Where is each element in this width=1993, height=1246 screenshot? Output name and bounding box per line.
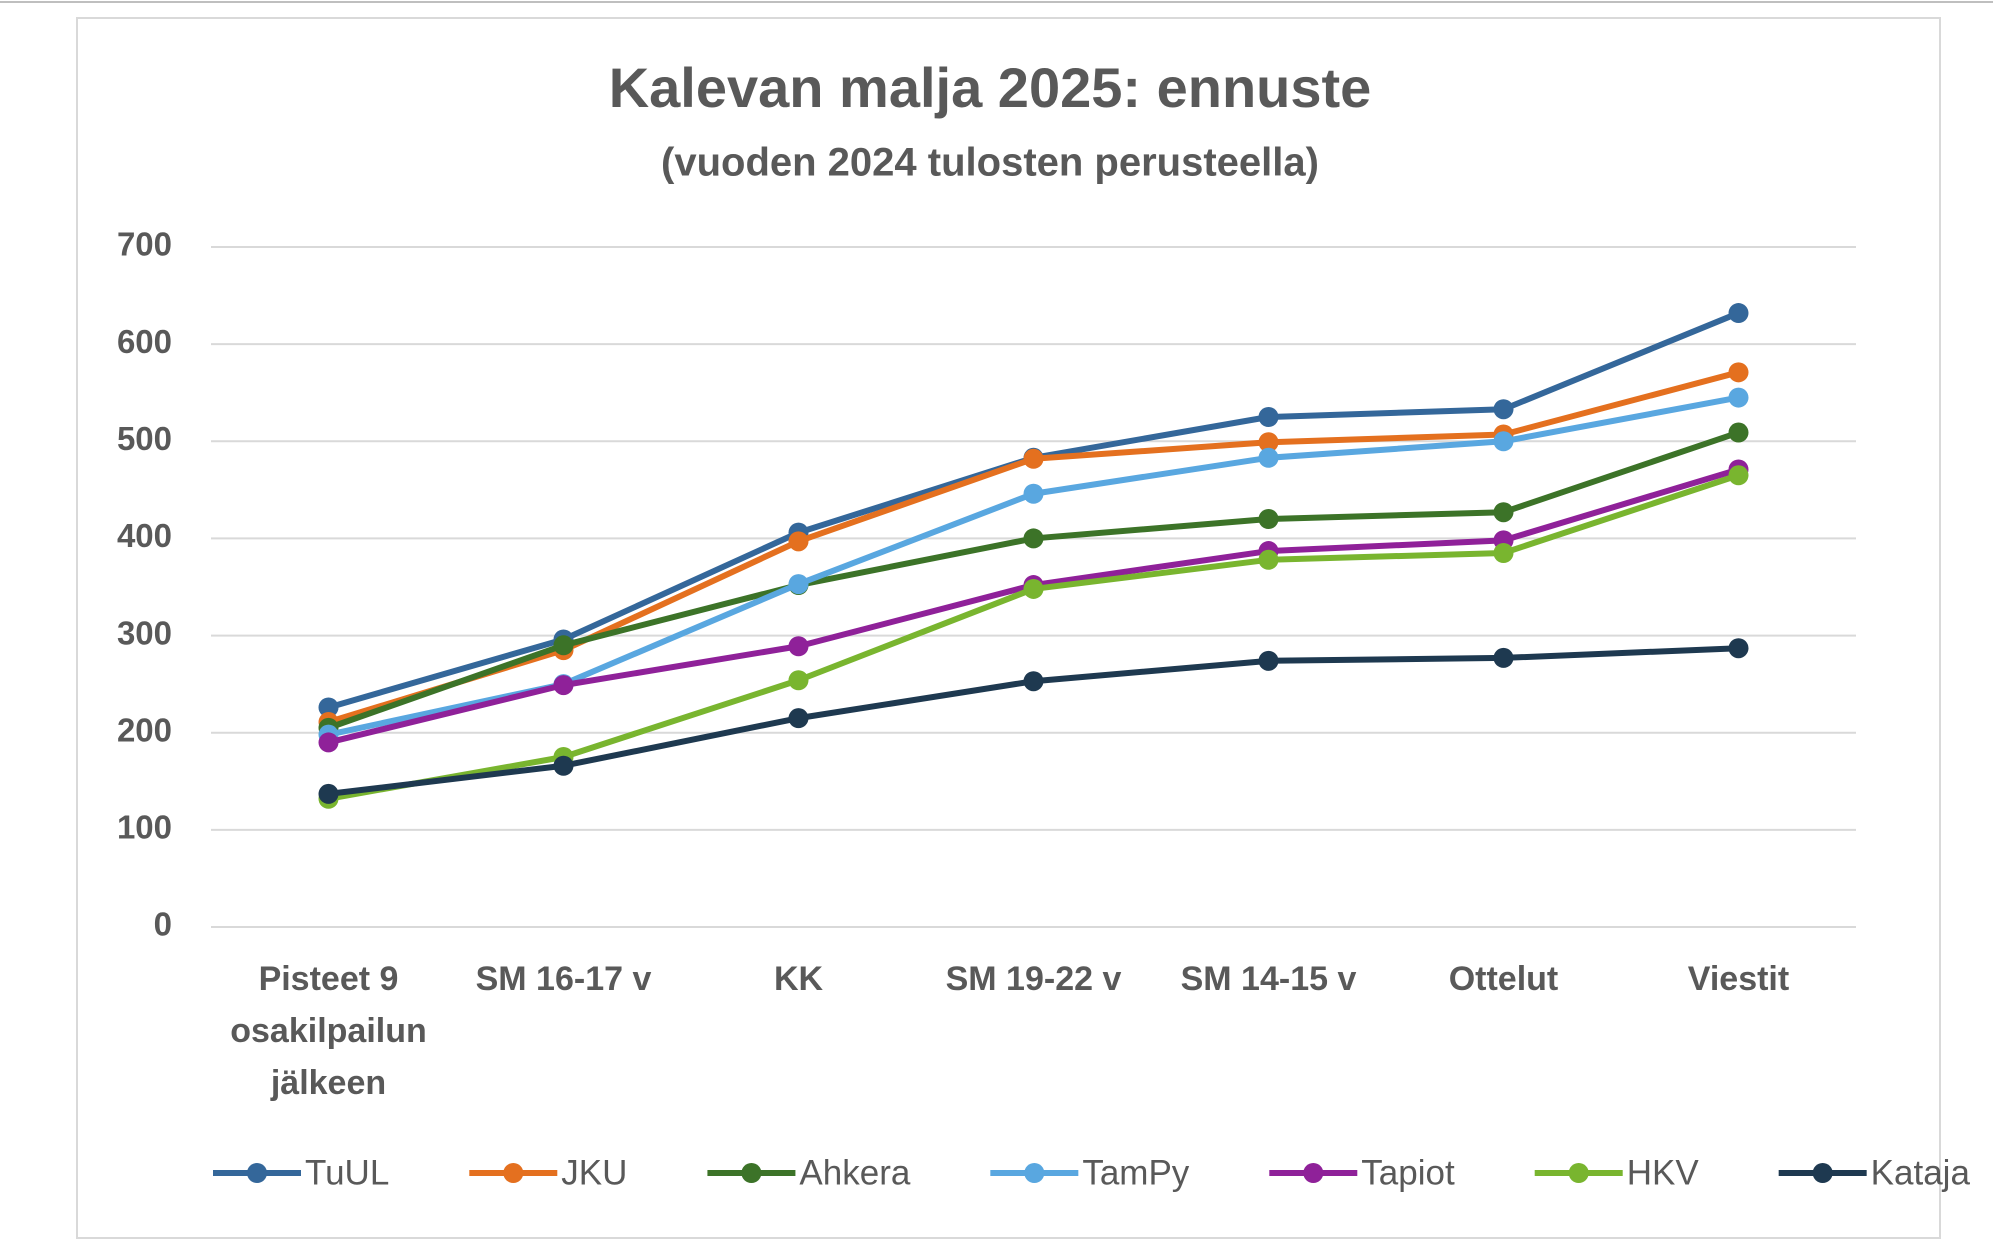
data-point xyxy=(1258,447,1279,468)
y-tick-label: 0 xyxy=(154,906,172,943)
data-point xyxy=(788,708,809,729)
data-point xyxy=(1023,483,1044,504)
data-point xyxy=(1023,671,1044,692)
data-point xyxy=(1258,432,1279,453)
legend-marker xyxy=(1024,1163,1045,1183)
y-tick-label: 100 xyxy=(117,809,172,846)
data-point xyxy=(788,574,809,595)
data-point xyxy=(1728,465,1749,486)
data-point xyxy=(1258,549,1279,570)
legend-label: Ahkera xyxy=(799,1153,910,1192)
data-point xyxy=(1258,509,1279,529)
data-point xyxy=(1728,362,1749,383)
data-point xyxy=(1728,422,1749,443)
data-point xyxy=(1493,399,1514,420)
x-tick-label: Viestit xyxy=(1688,960,1789,998)
data-point xyxy=(788,670,809,691)
legend-label: JKU xyxy=(561,1153,627,1192)
data-point xyxy=(553,675,574,696)
data-point xyxy=(788,636,809,657)
data-point xyxy=(318,732,339,753)
data-point xyxy=(1493,502,1514,523)
legend-marker xyxy=(247,1163,267,1183)
legend-marker xyxy=(503,1163,524,1183)
x-tick-label: SM 16-17 v xyxy=(476,960,652,998)
data-point xyxy=(1023,448,1044,469)
chart-subtitle: (vuoden 2024 tulosten perusteella) xyxy=(661,141,1319,185)
x-tick-label: Pisteet 9 osakilpailun jälkeen xyxy=(230,960,427,1102)
data-point xyxy=(1023,528,1044,549)
data-point xyxy=(1493,647,1514,668)
data-point xyxy=(1728,303,1749,324)
legend-label: TuUL xyxy=(305,1153,389,1192)
chart-title: Kalevan malja 2025: ennuste xyxy=(609,56,1372,119)
legend-marker xyxy=(1568,1163,1589,1183)
legend-marker xyxy=(741,1163,762,1183)
y-tick-label: 600 xyxy=(117,323,172,360)
chart-frame xyxy=(76,17,1941,1239)
data-point xyxy=(1023,578,1044,599)
data-point xyxy=(1258,407,1279,427)
y-tick-label: 400 xyxy=(117,517,172,554)
data-point xyxy=(318,783,339,804)
data-point xyxy=(318,697,339,718)
data-point xyxy=(1493,431,1514,452)
y-tick-label: 700 xyxy=(117,226,172,263)
data-point xyxy=(553,755,574,776)
data-point xyxy=(1258,650,1279,671)
data-point xyxy=(788,531,809,552)
x-tick-label: SM 19-22 v xyxy=(946,960,1122,998)
y-tick-label: 300 xyxy=(117,614,172,651)
y-tick-label: 200 xyxy=(117,711,172,748)
legend-marker xyxy=(1812,1163,1833,1183)
legend-label: Tapiot xyxy=(1361,1153,1455,1192)
x-tick-label: Ottelut xyxy=(1449,960,1559,998)
legend-label: TamPy xyxy=(1082,1153,1189,1192)
legend-label: HKV xyxy=(1627,1153,1700,1192)
data-point xyxy=(1493,543,1514,563)
legend-label: Kataja xyxy=(1871,1153,1971,1192)
legend-marker xyxy=(1303,1163,1324,1183)
data-point xyxy=(1728,387,1749,408)
x-tick-label: KK xyxy=(774,960,824,998)
data-point xyxy=(553,635,574,656)
y-tick-label: 500 xyxy=(117,420,172,457)
x-tick-label: SM 14-15 v xyxy=(1181,960,1357,998)
data-point xyxy=(1728,638,1749,659)
